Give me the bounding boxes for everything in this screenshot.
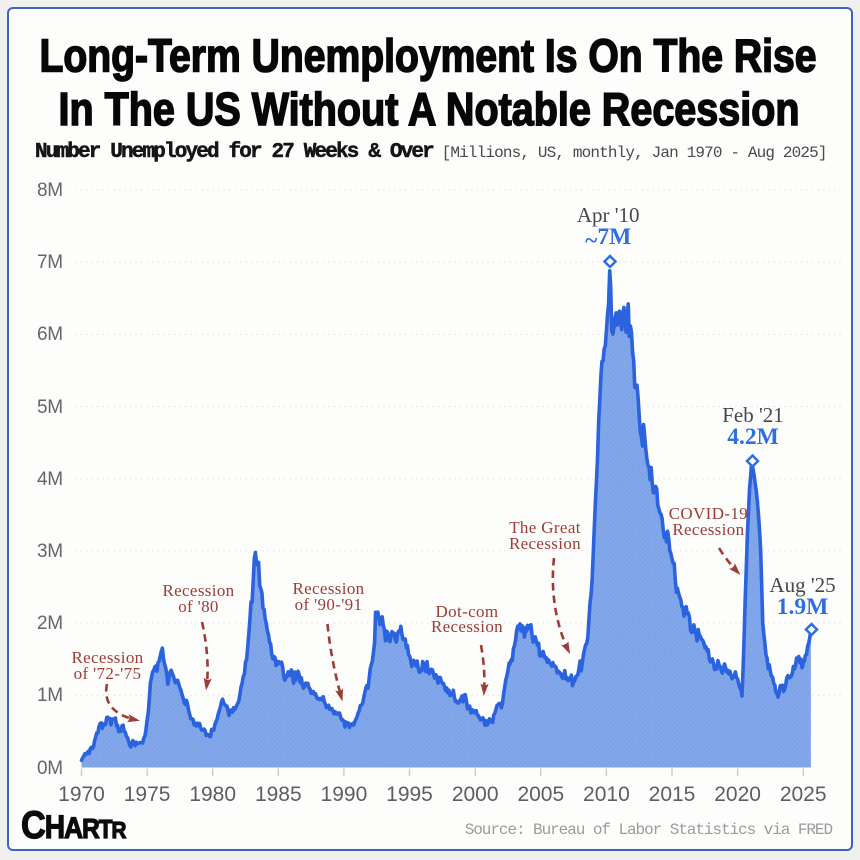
svg-text:Long-Term Unemployment Is On T: Long-Term Unemployment Is On The Rise	[40, 30, 817, 82]
svg-text:In The US Without A Notable Re: In The US Without A Notable Recession	[59, 83, 800, 135]
